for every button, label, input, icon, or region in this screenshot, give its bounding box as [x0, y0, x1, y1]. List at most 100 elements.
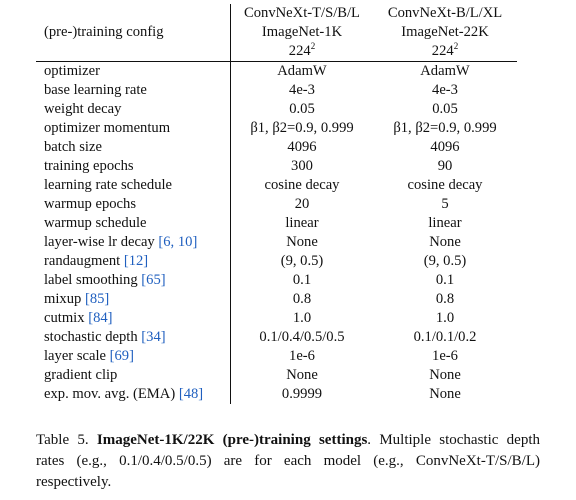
row-label: optimizer [44, 63, 100, 79]
value-imagenet-22k: (9, 0.5) [423, 253, 467, 269]
header-col-imagenet-22k: ConvNeXt-B/L/XL ImageNet-22K 2242 [373, 4, 517, 62]
value-imagenet-22k: cosine decay [407, 177, 483, 193]
header-col2-dataset: ImageNet-22K [401, 24, 489, 40]
table-row: base learning rate 4e-3 4e-3 [36, 81, 517, 100]
header-config-label: (pre-)training config [36, 4, 231, 62]
value-imagenet-22k: 0.1/0.1/0.2 [413, 329, 477, 345]
citation-link[interactable]: [65] [141, 272, 166, 288]
row-label-cell: optimizer [36, 61, 231, 81]
table-row: gradient clip None None [36, 366, 517, 385]
value-imagenet-22k: 4e-3 [432, 82, 458, 98]
value-imagenet-22k: 1.0 [435, 310, 455, 326]
table-row: exp. mov. avg. (EMA) [48] 0.9999 None [36, 385, 517, 404]
row-label: stochastic depth [44, 329, 138, 345]
citation-link[interactable]: [84] [88, 310, 113, 326]
value-imagenet-22k: None [429, 367, 461, 383]
header-col1-res-exp: 2 [310, 41, 316, 51]
caption-bold-title: ImageNet-1K/22K (pre-)training settings [96, 432, 368, 448]
caption-prefix: Table 5. [36, 432, 89, 448]
row-label: exp. mov. avg. (EMA) [44, 386, 176, 402]
row-label: cutmix [44, 310, 85, 326]
value-imagenet-1k: 20 [294, 196, 310, 212]
value-imagenet-22k: None [429, 386, 461, 402]
table-row: stochastic depth [34] 0.1/0.4/0.5/0.5 0.1/… [36, 328, 517, 347]
table-row: layer-wise lr decay [6, 10] None None [36, 233, 517, 252]
table-row: batch size 4096 4096 [36, 138, 517, 157]
caption-body: . Multiple stochastic depth rates (e.g.,… [36, 432, 540, 490]
value-imagenet-1k: 0.1/0.4/0.5/0.5 [259, 329, 345, 345]
value-imagenet-22k: 90 [437, 158, 453, 174]
value-imagenet-22k: 0.1 [435, 272, 455, 288]
citation-link[interactable]: [12] [123, 253, 149, 269]
row-label: mixup [44, 291, 82, 307]
value-imagenet-22k: 4096 [430, 139, 460, 155]
row-label-cell: base learning rate [36, 81, 231, 100]
value-imagenet-1k: 0.05 [289, 101, 315, 117]
table-header-row: (pre-)training config ConvNeXt-T/S/B/L I… [36, 4, 517, 62]
citation-link[interactable]: [85] [84, 291, 110, 307]
row-label: warmup epochs [44, 196, 136, 212]
value-imagenet-1k: None [286, 367, 318, 383]
table-row: label smoothing [65] 0.1 0.1 [36, 271, 517, 290]
row-label-cell: cutmix [84] [36, 309, 231, 328]
row-label-cell: randaugment [12] [36, 252, 231, 271]
table-row: randaugment [12] (9, 0.5) (9, 0.5) [36, 252, 517, 271]
value-imagenet-1k: β1, β2=0.9, 0.999 [250, 120, 354, 136]
row-label-cell: layer scale [69] [36, 347, 231, 366]
table-row: weight decay 0.05 0.05 [36, 100, 517, 119]
row-label-cell: batch size [36, 138, 231, 157]
header-col2-res-exp: 2 [453, 41, 459, 51]
row-label: learning rate schedule [44, 177, 173, 193]
row-label-cell: label smoothing [65] [36, 271, 231, 290]
table-row: optimizer AdamW AdamW [36, 61, 517, 81]
value-imagenet-1k: 1e-6 [289, 348, 315, 364]
value-imagenet-22k: β1, β2=0.9, 0.999 [393, 120, 497, 136]
citation-link[interactable]: [6, 10] [158, 234, 198, 250]
value-imagenet-1k: 4e-3 [289, 82, 315, 98]
row-label: layer scale [44, 348, 106, 364]
table-row: mixup [85] 0.8 0.8 [36, 290, 517, 309]
row-label: label smoothing [44, 272, 138, 288]
value-imagenet-22k: AdamW [420, 63, 470, 79]
table-row: learning rate schedule cosine decay cosine… [36, 176, 517, 195]
row-label: optimizer momentum [44, 120, 171, 136]
row-label-cell: layer-wise lr decay [6, 10] [36, 233, 231, 252]
value-imagenet-1k: cosine decay [264, 177, 340, 193]
value-imagenet-1k: AdamW [277, 63, 327, 79]
table-row: warmup schedule linear linear [36, 214, 517, 233]
row-label: layer-wise lr decay [44, 234, 155, 250]
value-imagenet-22k: None [429, 234, 461, 250]
value-imagenet-1k: 0.9999 [281, 386, 323, 402]
row-label-cell: stochastic depth [34] [36, 328, 231, 347]
table-row: layer scale [69] 1e-6 1e-6 [36, 347, 517, 366]
citation-link[interactable]: [48] [178, 386, 204, 402]
citation-link[interactable]: [69] [109, 348, 134, 364]
header-col1-dataset: ImageNet-1K [261, 24, 343, 40]
row-label-cell: mixup [85] [36, 290, 231, 309]
row-label-cell: learning rate schedule [36, 176, 231, 195]
citation-link[interactable]: [34] [141, 329, 166, 345]
header-col1-model: ConvNeXt-T/S/B/L [244, 5, 360, 21]
row-label: base learning rate [44, 82, 147, 98]
row-label-cell: optimizer momentum [36, 119, 231, 138]
training-settings-table: (pre-)training config ConvNeXt-T/S/B/L I… [36, 4, 517, 404]
header-col-imagenet-1k: ConvNeXt-T/S/B/L ImageNet-1K 2242 [231, 4, 374, 62]
table-row: cutmix [84] 1.0 1.0 [36, 309, 517, 328]
row-label-cell: gradient clip [36, 366, 231, 385]
row-label-cell: warmup schedule [36, 214, 231, 233]
value-imagenet-22k: 5 [441, 196, 449, 212]
row-label: gradient clip [44, 367, 118, 383]
header-col1-resolution: 2242 [239, 42, 365, 61]
value-imagenet-22k: 0.8 [435, 291, 455, 307]
row-label: warmup schedule [44, 215, 147, 231]
table-row: training epochs 300 90 [36, 157, 517, 176]
value-imagenet-22k: linear [428, 215, 462, 231]
value-imagenet-1k: 4096 [287, 139, 317, 155]
row-label: training epochs [44, 158, 134, 174]
table-body: optimizer AdamW AdamW base learning rate 4e-… [36, 61, 517, 404]
value-imagenet-1k: 0.8 [292, 291, 312, 307]
value-imagenet-1k: 0.1 [292, 272, 312, 288]
row-label: batch size [44, 139, 102, 155]
value-imagenet-1k: 300 [291, 158, 313, 174]
